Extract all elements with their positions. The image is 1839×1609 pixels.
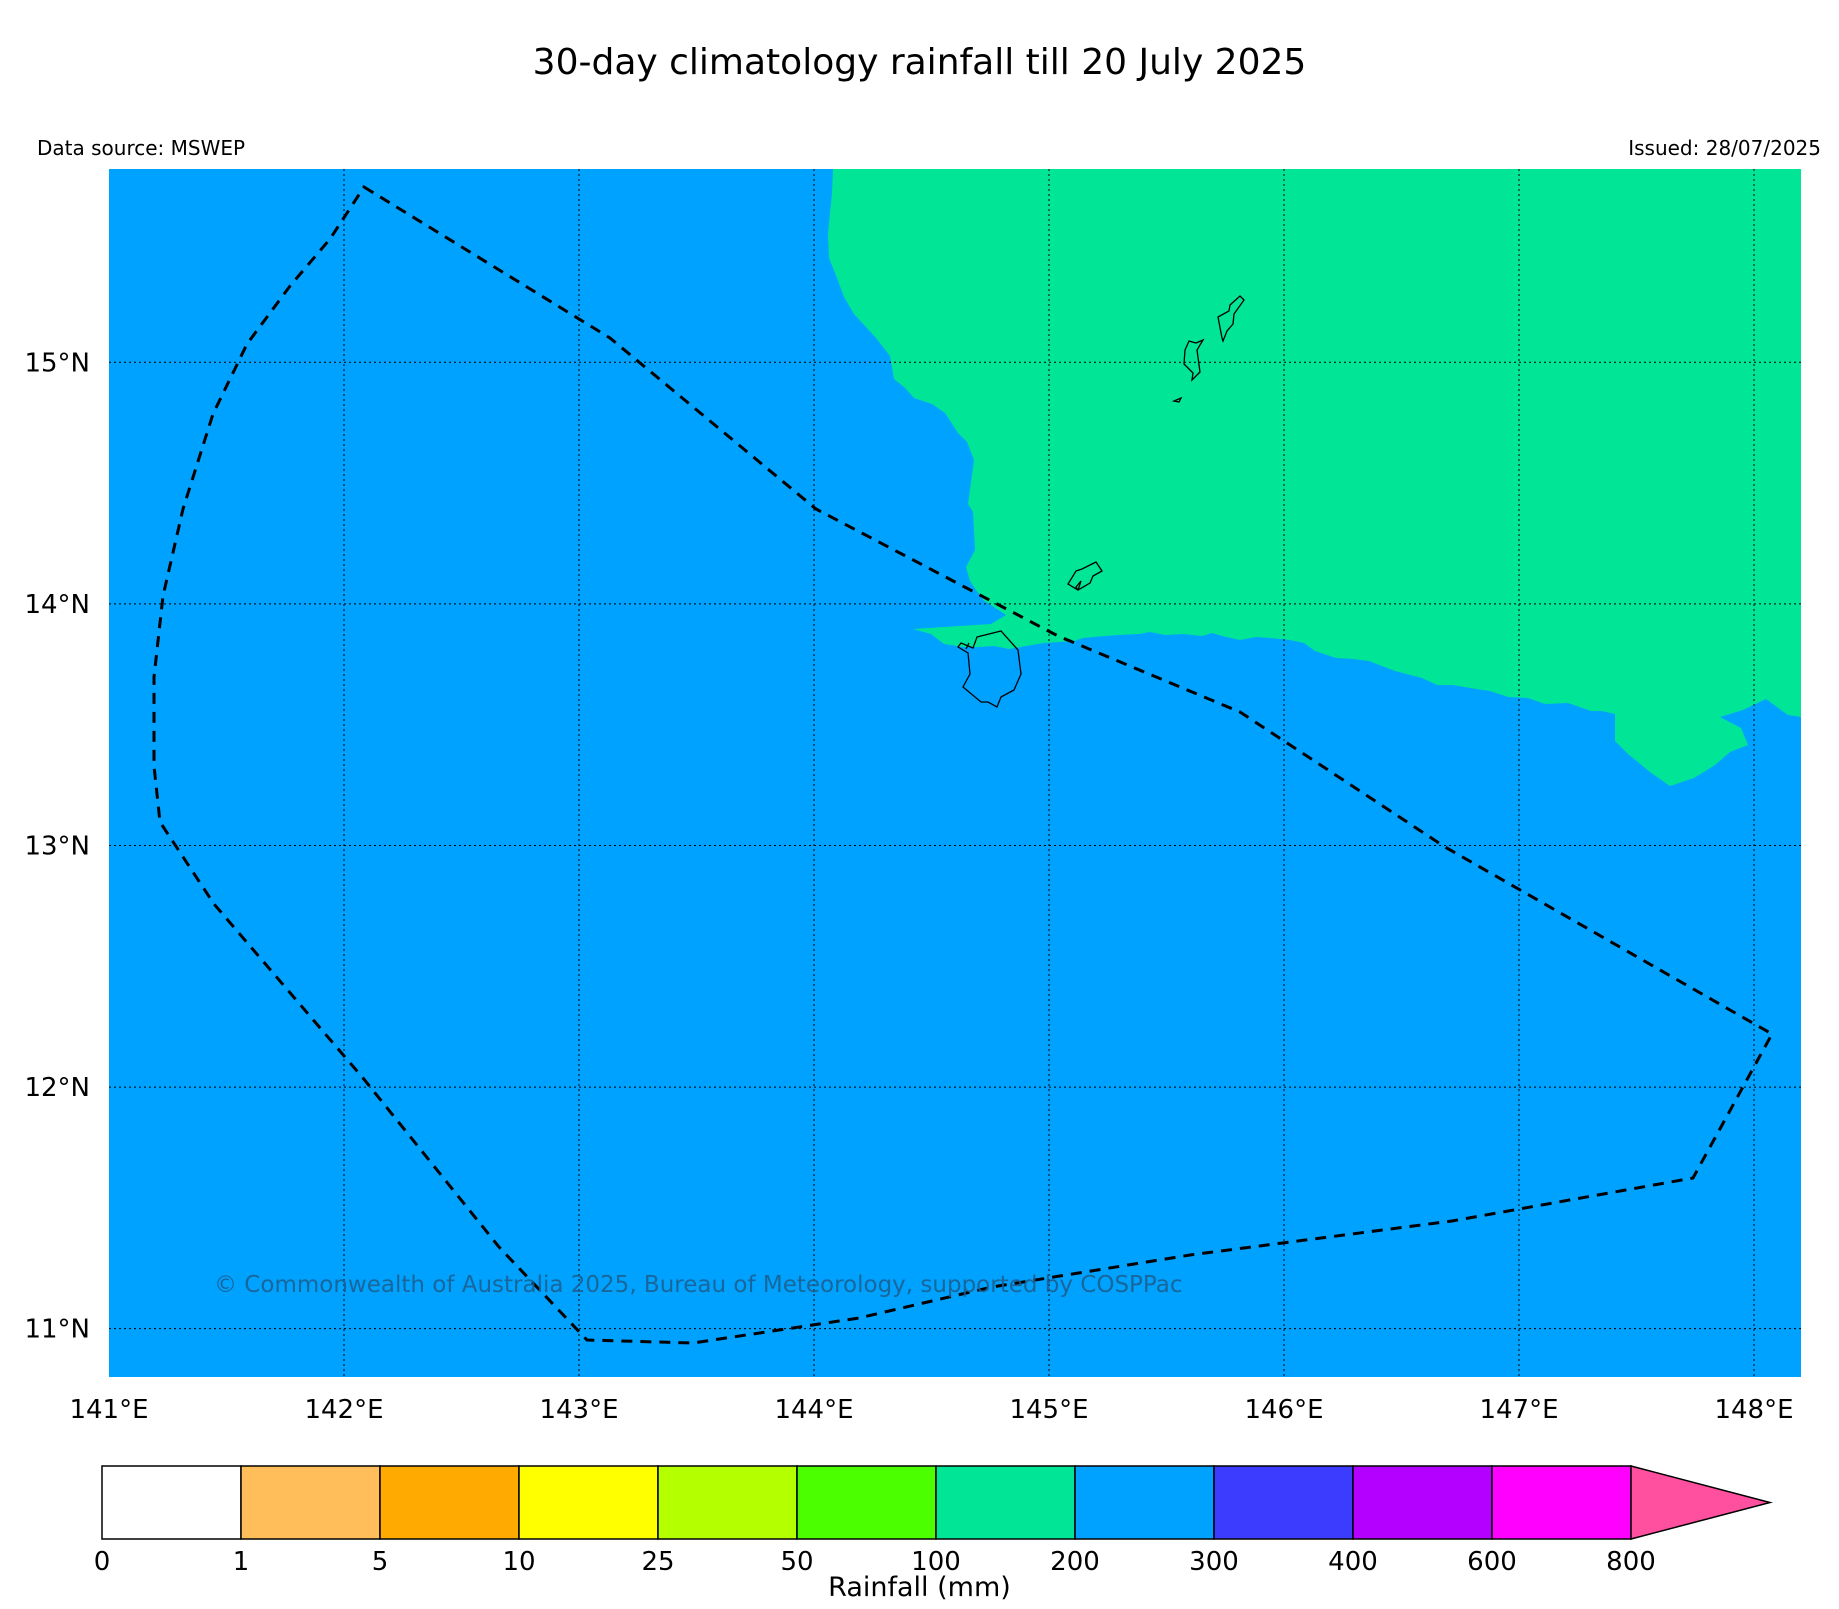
colorbar-swatch xyxy=(518,1465,659,1540)
colorbar-swatch xyxy=(101,1465,242,1540)
colorbar-tick-label: 25 xyxy=(641,1547,674,1577)
colorbar-tick-label: 5 xyxy=(372,1547,389,1577)
map-title: 30-day climatology rainfall till 20 July… xyxy=(532,42,1307,83)
colorbar-tick-label: 300 xyxy=(1189,1547,1239,1577)
colorbar-tick-label: 1 xyxy=(233,1547,250,1577)
lat-tick-label: 13°N xyxy=(24,831,90,861)
island-guam xyxy=(957,630,1022,708)
colorbar-title: Rainfall (mm) xyxy=(828,1572,1011,1603)
colorbar-tick-label: 800 xyxy=(1606,1547,1656,1577)
lon-tick-label: 147°E xyxy=(1479,1395,1558,1425)
colorbar-tick-label: 100 xyxy=(911,1547,961,1577)
island-rota xyxy=(1067,561,1103,591)
colorbar-extend-arrow xyxy=(1630,1465,1773,1540)
lon-tick-label: 146°E xyxy=(1244,1395,1323,1425)
colorbar-tick-label: 400 xyxy=(1328,1547,1378,1577)
data-source-label: Data source: MSWEP xyxy=(37,136,246,160)
issued-date-label: Issued: 28/07/2025 xyxy=(1628,136,1821,160)
map-graticule xyxy=(109,169,1801,1377)
colorbar-swatch xyxy=(796,1465,937,1540)
colorbar-swatch xyxy=(1352,1465,1493,1540)
colorbar-tick-label: 600 xyxy=(1467,1547,1517,1577)
eez-boundary xyxy=(152,184,1775,1345)
lat-tick-label: 15°N xyxy=(24,348,90,378)
island-outlines xyxy=(957,295,1245,708)
island-aguijan xyxy=(1171,396,1183,403)
longitude-labels: 141°E 142°E 143°E 144°E 145°E 146°E 147°E 148°E xyxy=(69,1395,1793,1425)
lon-tick-label: 148°E xyxy=(1714,1395,1793,1425)
rainfall-zone-100-200 xyxy=(828,169,1801,786)
lat-tick-label: 11°N xyxy=(24,1315,90,1345)
lon-tick-label: 143°E xyxy=(539,1395,618,1425)
copyright-notice: © Commonwealth of Australia 2025, Bureau… xyxy=(214,1272,1183,1298)
colorbar-tick-label: 10 xyxy=(502,1547,535,1577)
latitude-labels: 15°N 14°N 13°N 12°N 11°N xyxy=(24,348,90,1344)
colorbar-swatch xyxy=(657,1465,798,1540)
colorbar-swatch xyxy=(1213,1465,1354,1540)
colorbar-tick-label: 200 xyxy=(1050,1547,1100,1577)
colorbar-swatch xyxy=(1491,1465,1632,1540)
lat-tick-label: 12°N xyxy=(24,1073,90,1103)
lon-tick-label: 145°E xyxy=(1009,1395,1088,1425)
colorbar-tick-label: 0 xyxy=(94,1547,111,1577)
lat-tick-label: 14°N xyxy=(24,590,90,620)
colorbar-swatch xyxy=(240,1465,381,1540)
colorbar-swatch xyxy=(935,1465,1076,1540)
colorbar-swatch xyxy=(1074,1465,1215,1540)
colorbar-tick-label: 50 xyxy=(780,1547,813,1577)
lon-tick-label: 141°E xyxy=(69,1395,148,1425)
colorbar-swatch xyxy=(379,1465,520,1540)
colorbar-tick-labels: 0 1 5 10 25 50 100 200 300 400 600 800 xyxy=(94,1547,1656,1577)
lon-tick-label: 144°E xyxy=(774,1395,853,1425)
island-tinian xyxy=(1183,338,1205,382)
colorbar xyxy=(101,1465,1773,1540)
island-saipan xyxy=(1217,295,1245,343)
lon-tick-label: 142°E xyxy=(304,1395,383,1425)
